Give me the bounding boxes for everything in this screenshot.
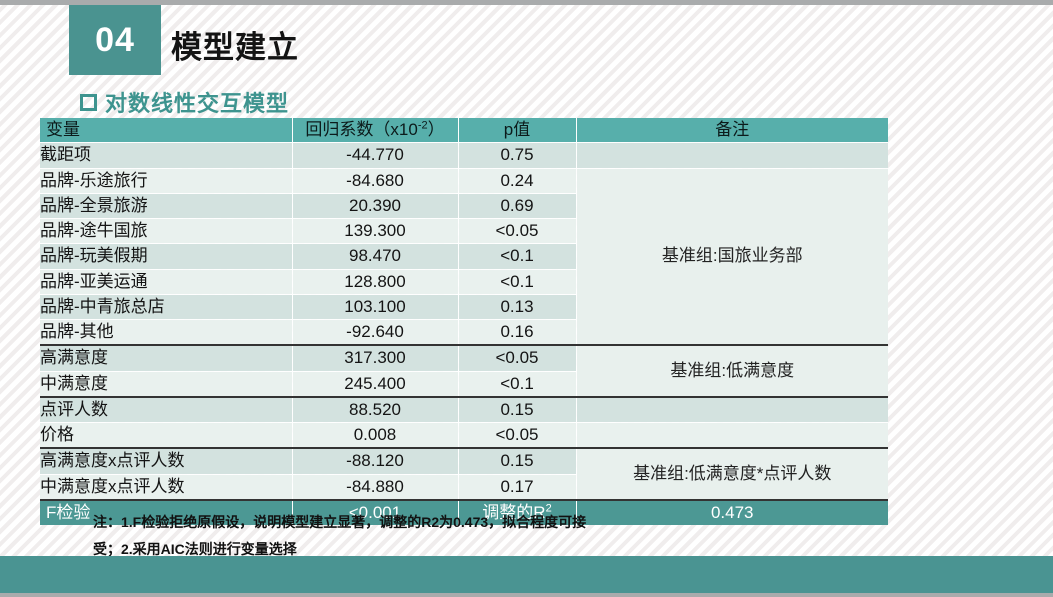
coefficient-cell: -88.120 [291, 448, 458, 474]
coefficient-cell: 103.100 [291, 294, 458, 320]
model-table-body: 截距项 -44.770 0.75 品牌-乐途旅行 -84.680 0.24 基准组:国旅业务… [40, 142, 888, 525]
note-cell [575, 422, 888, 449]
variable-cell: 中满意度x点评人数 [40, 476, 185, 496]
column-header-note: 备注 [575, 118, 888, 143]
column-header-variable: 变量 [40, 118, 292, 143]
note-cell [575, 396, 888, 423]
p-value-cell: <0.05 [457, 218, 576, 244]
p-value-cell: 0.24 [457, 168, 576, 194]
f-test-value-cell: <0.001 [291, 499, 458, 525]
f-test-label-cell: F检验 [46, 502, 91, 522]
adjusted-r2-value-cell: 0.473 [575, 499, 888, 525]
table-row: 点评人数 88.520 0.15 [40, 396, 888, 423]
coefficient-cell: 98.470 [291, 243, 458, 269]
table-header-row: 变量 回归系数（x10-2） p值 备注 [40, 118, 888, 143]
variable-cell: 高满意度 [40, 348, 108, 368]
square-bullet-icon [80, 93, 97, 111]
bottom-teal-bar [0, 556, 1053, 593]
adjusted-r2-label-cell: 调整的R2 [457, 499, 576, 525]
table-row: 高满意度 317.300 <0.05 基准组:低满意度 [40, 345, 888, 397]
coefficient-cell: 20.390 [291, 193, 458, 219]
subtitle: 对数线性交互模型 [105, 91, 290, 116]
section-number-box: 04 [69, 5, 161, 75]
p-value-cell: 0.69 [457, 193, 576, 219]
variable-cell: 品牌-途牛国旅 [40, 221, 148, 240]
note-cell: 基准组:低满意度 [575, 345, 888, 397]
variable-cell: 品牌-玩美假期 [40, 246, 148, 266]
coefficient-cell: 317.300 [291, 345, 458, 371]
variable-cell: 品牌-全景旅游 [40, 195, 148, 215]
coefficient-cell: 0.008 [291, 422, 458, 449]
variable-cell: 点评人数 [40, 399, 108, 419]
table-row: 品牌-乐途旅行 -84.680 0.24 基准组:国旅业务部 [40, 168, 888, 346]
coefficient-cell: 245.400 [291, 371, 458, 397]
variable-cell: 品牌-乐途旅行 [40, 170, 148, 190]
variable-cell: 品牌-中青旅总店 [40, 296, 165, 316]
p-value-cell: 0.16 [457, 319, 576, 346]
variable-cell: 高满意度x点评人数 [40, 451, 185, 471]
p-value-cell: 0.15 [457, 448, 576, 474]
coefficient-cell: 139.300 [291, 218, 458, 244]
coefficient-cell: 88.520 [291, 396, 458, 423]
regression-table: 变量 回归系数（x10-2） p值 备注 截距项 -44.770 0.75 品牌-乐途… [40, 118, 888, 525]
coefficient-cell: -44.770 [291, 142, 458, 168]
column-header-coefficient: 回归系数（x10-2） [291, 118, 458, 143]
page-title: 模型建立 [171, 30, 299, 65]
column-header-pvalue: p值 [457, 118, 576, 143]
table-row: 高满意度x点评人数 -88.120 0.15 基准组:低满意度*点评人数 [40, 448, 888, 500]
footnote-line-2: 受；2.采用AIC法则进行变量选择 [93, 541, 297, 557]
p-value-cell: <0.1 [457, 243, 576, 269]
variable-cell: 中满意度 [40, 373, 108, 393]
variable-cell: 品牌-亚美运通 [40, 271, 148, 291]
variable-cell: 品牌-其他 [40, 322, 114, 341]
coefficient-cell: -92.640 [291, 319, 458, 346]
p-value-cell: <0.1 [457, 371, 576, 397]
variable-cell: 截距项 [40, 145, 91, 165]
table-row: 价格 0.008 <0.05 [40, 422, 888, 449]
note-cell [575, 142, 888, 168]
footnote: 注：1.F检验拒绝原假设，说明模型建立显著，调整的R2为0.473，拟合程度可接… [93, 509, 693, 563]
p-value-cell: 0.17 [457, 474, 576, 500]
bottom-gray-strip [0, 593, 1053, 597]
top-gray-strip [0, 0, 1053, 5]
p-value-cell: <0.1 [457, 269, 576, 295]
p-value-cell: <0.05 [457, 422, 576, 449]
p-value-cell: 0.15 [457, 396, 576, 423]
section-number: 04 [95, 20, 135, 59]
coefficient-cell: 128.800 [291, 269, 458, 295]
p-value-cell: 0.13 [457, 294, 576, 320]
note-cell: 基准组:国旅业务部 [575, 168, 888, 346]
f-test-row: F检验 <0.001 调整的R2 0.473 [40, 499, 888, 525]
variable-cell: 价格 [40, 425, 74, 444]
p-value-cell: <0.05 [457, 345, 576, 371]
note-cell: 基准组:低满意度*点评人数 [575, 448, 888, 500]
subtitle-row: 对数线性交互模型 [80, 86, 289, 118]
p-value-cell: 0.75 [457, 142, 576, 168]
coefficient-cell: -84.880 [291, 474, 458, 500]
footnote-line-1: 注：1.F检验拒绝原假设，说明模型建立显著，调整的R2为0.473，拟合程度可接 [93, 514, 587, 530]
table-row: 截距项 -44.770 0.75 [40, 142, 888, 168]
coefficient-cell: -84.680 [291, 168, 458, 194]
